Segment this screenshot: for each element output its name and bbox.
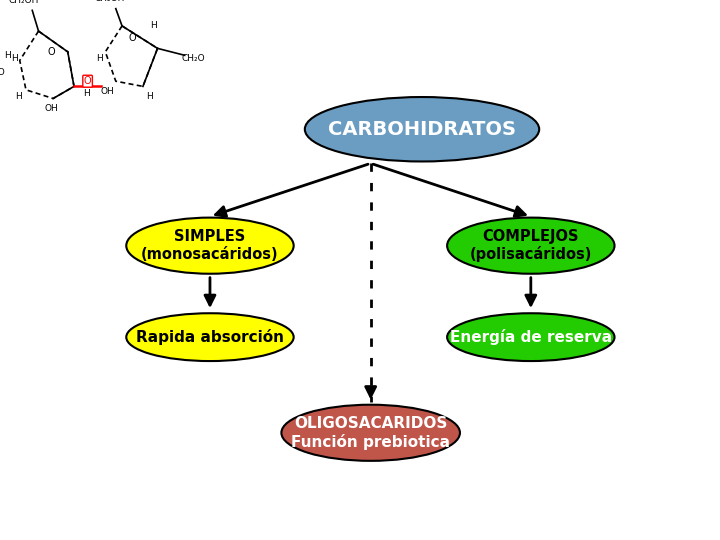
Ellipse shape — [126, 313, 294, 361]
Ellipse shape — [282, 404, 460, 461]
Ellipse shape — [126, 218, 294, 274]
Text: OH: OH — [101, 87, 114, 96]
Text: CH₂OH: CH₂OH — [9, 0, 39, 5]
Text: H: H — [150, 22, 157, 30]
Text: CARBOHIDRATOS: CARBOHIDRATOS — [328, 120, 516, 139]
Text: OH: OH — [44, 104, 58, 113]
Ellipse shape — [447, 313, 615, 361]
Text: H: H — [15, 92, 22, 102]
Text: O: O — [84, 76, 91, 86]
Text: O: O — [48, 47, 55, 57]
Text: CH₂OH: CH₂OH — [94, 0, 125, 3]
Text: H: H — [84, 89, 90, 98]
Text: H: H — [4, 51, 11, 60]
Text: OLIGOSACARIDOS
Función prebiotica: OLIGOSACARIDOS Función prebiotica — [291, 416, 450, 450]
Ellipse shape — [447, 218, 615, 274]
Text: H: H — [96, 54, 102, 63]
Ellipse shape — [305, 97, 539, 161]
Text: O: O — [129, 33, 136, 43]
Text: Rapida absorción: Rapida absorción — [136, 329, 284, 345]
Text: CH₂O: CH₂O — [181, 54, 205, 63]
Text: Energía de reserva: Energía de reserva — [450, 329, 612, 345]
Text: COMPLEJOS
(polisacáridos): COMPLEJOS (polisacáridos) — [469, 229, 592, 262]
Text: H: H — [11, 54, 17, 63]
Text: HO: HO — [0, 68, 5, 77]
Text: H: H — [146, 92, 153, 102]
Text: SIMPLES
(monosacáridos): SIMPLES (monosacáridos) — [141, 230, 279, 262]
